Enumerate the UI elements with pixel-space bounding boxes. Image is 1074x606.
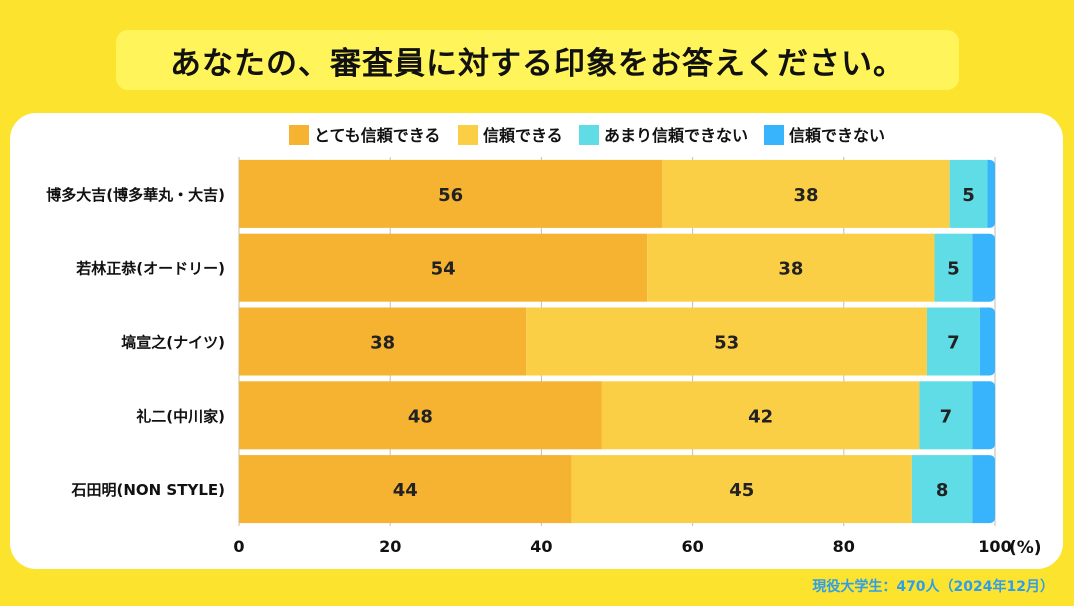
sample-footnote: 現役大学生：470人（2024年12月） — [812, 579, 1054, 595]
chart-panel: とても信頼できる 信頼できる あまり信頼できない 信頼できない 56 38 5 博多大吉(博多… — [10, 113, 1063, 569]
bar-segment-2-3 — [979, 307, 995, 376]
data-label-4-0: 44 — [393, 480, 418, 501]
data-label-3-1: 42 — [748, 406, 773, 427]
bar-segment-1-0 — [239, 233, 648, 302]
category-label-2: 塙宣之(ナイツ) — [121, 334, 225, 352]
bar-segment-2-0 — [239, 307, 527, 376]
data-label-4-2: 8 — [936, 480, 949, 501]
bar-segment-0-3 — [987, 159, 995, 228]
x-tick-label-5: 100 — [978, 537, 1011, 556]
bar-segment-3-0 — [239, 381, 602, 450]
data-label-0-2: 5 — [962, 185, 975, 206]
data-label-1-0: 54 — [431, 259, 456, 280]
data-label-3-2: 7 — [940, 406, 953, 427]
x-tick-label-3: 60 — [681, 537, 703, 556]
bar-segment-1-2 — [934, 233, 973, 302]
x-tick-label-2: 40 — [530, 537, 552, 556]
category-label-4: 石田明(NON STYLE) — [71, 481, 226, 499]
stacked-bar-chart: とても信頼できる 信頼できる あまり信頼できない 信頼できない 56 38 5 博多大吉(博多… — [46, 125, 1042, 558]
legend-swatch-1 — [458, 125, 478, 145]
title-box: あなたの、審査員に対する印象をお答えください。 — [116, 30, 959, 90]
data-label-2-0: 38 — [370, 333, 395, 354]
bar-segment-4-0 — [239, 455, 572, 524]
data-label-0-1: 38 — [793, 185, 818, 206]
category-label-0: 博多大吉(博多華丸・大吉) — [46, 186, 225, 204]
category-label-3: 礼二(中川家) — [136, 407, 225, 425]
x-tick-label-0: 0 — [233, 537, 244, 556]
legend-swatch-2 — [579, 125, 599, 145]
x-tick-label-4: 80 — [833, 537, 855, 556]
data-label-2-2: 7 — [947, 333, 960, 354]
data-label-1-2: 5 — [947, 259, 960, 280]
data-label-1-1: 38 — [778, 259, 803, 280]
data-label-4-1: 45 — [729, 480, 754, 501]
x-unit-label: (%) — [1009, 538, 1042, 558]
bar-segment-2-1 — [526, 307, 927, 376]
x-tick-label-1: 20 — [379, 537, 401, 556]
chart-title: あなたの、審査員に対する印象をお答えください。 — [169, 45, 906, 82]
bar-segment-1-3 — [972, 233, 995, 302]
bar-segment-2-2 — [926, 307, 980, 376]
bar-segment-4-1 — [571, 455, 912, 524]
bar-segment-0-2 — [949, 159, 988, 228]
legend-label-0: とても信頼できる — [314, 126, 440, 145]
bar-segment-3-1 — [601, 381, 920, 450]
bar-segment-3-3 — [972, 381, 995, 450]
data-label-2-1: 53 — [714, 333, 739, 354]
bar-segment-0-1 — [662, 159, 950, 228]
legend-swatch-3 — [764, 125, 784, 145]
bar-segment-4-3 — [972, 455, 995, 524]
bar-segment-3-2 — [919, 381, 973, 450]
data-label-3-0: 48 — [408, 406, 433, 427]
legend-label-3: 信頼できない — [789, 126, 885, 145]
data-label-0-0: 56 — [438, 185, 463, 206]
legend-label-1: 信頼できる — [483, 126, 563, 145]
bar-segment-4-2 — [911, 455, 973, 524]
category-label-1: 若林正恭(オードリー) — [75, 260, 225, 278]
legend-label-2: あまり信頼できない — [604, 126, 748, 145]
legend-swatch-0 — [289, 125, 309, 145]
bar-segment-0-0 — [239, 159, 663, 228]
bar-segment-1-1 — [647, 233, 935, 302]
